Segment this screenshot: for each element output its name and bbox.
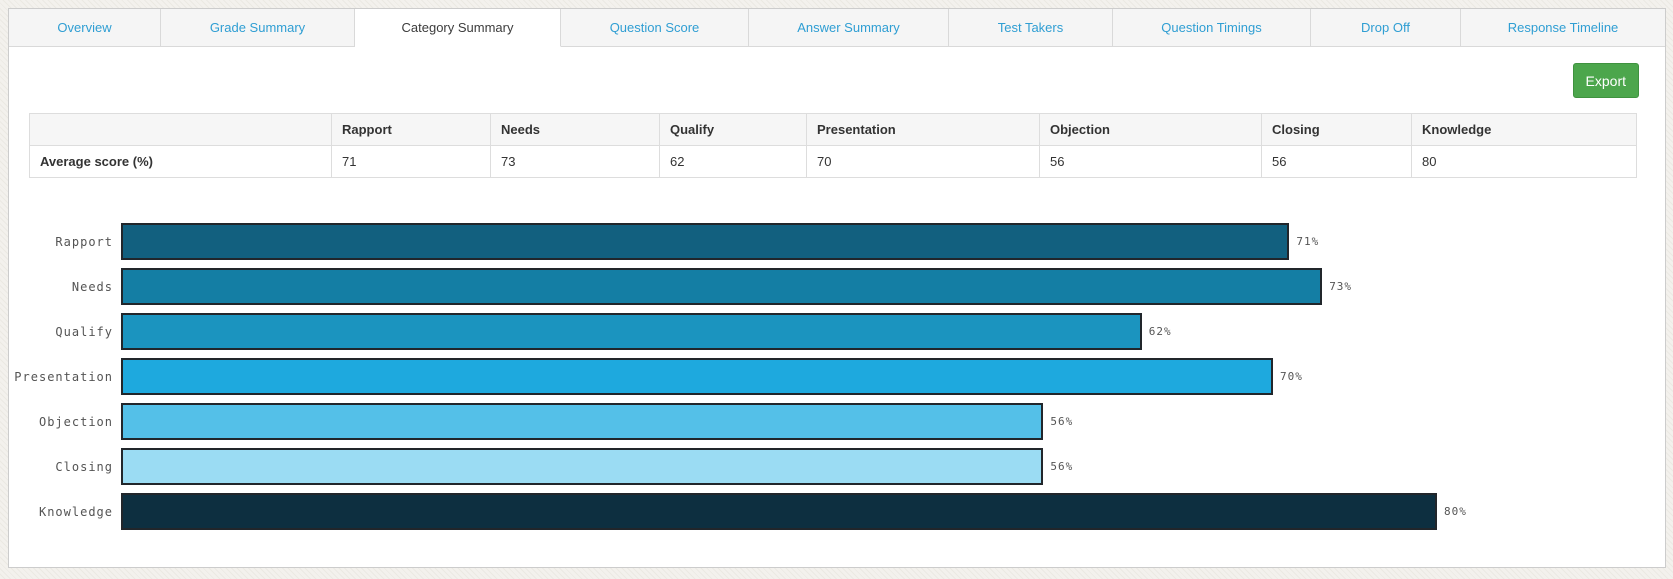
- chart-row-objection: Objection 56%: [9, 399, 1665, 444]
- tab-bar: Overview Grade Summary Category Summary …: [9, 9, 1665, 47]
- cell-rapport: 71: [331, 145, 491, 178]
- tab-drop-off[interactable]: Drop Off: [1311, 9, 1461, 47]
- column-header-qualify: Qualify: [659, 113, 807, 146]
- chart-plot-area: 80%: [121, 493, 1665, 530]
- chart-plot-area: 73%: [121, 268, 1665, 305]
- table-row: Average score (%) 71 73 62 70 56 56 80: [29, 145, 1637, 178]
- chart-plot-area: 56%: [121, 403, 1665, 440]
- chart-value-label-knowledge: 80%: [1444, 505, 1467, 518]
- column-header-objection: Objection: [1039, 113, 1262, 146]
- tab-answer-summary[interactable]: Answer Summary: [749, 9, 949, 47]
- chart-plot-area: 62%: [121, 313, 1665, 350]
- table-header-row: Rapport Needs Qualify Presentation Objec…: [29, 113, 1637, 146]
- chart-category-label-rapport: Rapport: [55, 234, 113, 249]
- chart-value-label-presentation: 70%: [1280, 370, 1303, 383]
- tab-category-summary[interactable]: Category Summary: [355, 9, 561, 47]
- export-button[interactable]: Export: [1572, 63, 1639, 98]
- chart-bar-presentation: [121, 358, 1273, 395]
- chart-value-label-qualify: 62%: [1148, 325, 1172, 338]
- chart-plot-area: 71%: [121, 223, 1665, 260]
- chart-category-label-knowledge: Knowledge: [38, 504, 113, 519]
- chart-row-closing: Closing 56%: [9, 444, 1665, 489]
- cell-knowledge: 80: [1411, 145, 1637, 178]
- chart-bar-needs: [121, 268, 1323, 305]
- chart-category-label-objection: Objection: [38, 414, 113, 429]
- column-header-needs: Needs: [490, 113, 660, 146]
- row-header-average-score: Average score (%): [29, 145, 332, 178]
- cell-closing: 56: [1261, 145, 1412, 178]
- tab-question-score[interactable]: Question Score: [561, 9, 749, 47]
- chart-value-label-needs: 73%: [1329, 280, 1353, 293]
- chart-bar-qualify: [121, 313, 1142, 350]
- column-header-knowledge: Knowledge: [1411, 113, 1637, 146]
- chart-category-label-presentation: Presentation: [14, 369, 113, 384]
- report-panel: Overview Grade Summary Category Summary …: [8, 8, 1666, 568]
- cell-needs: 73: [490, 145, 660, 178]
- column-header-presentation: Presentation: [806, 113, 1040, 146]
- chart-value-label-rapport: 71%: [1296, 235, 1320, 248]
- chart-bar-objection: [121, 403, 1044, 440]
- tab-test-takers[interactable]: Test Takers: [949, 9, 1113, 47]
- category-bar-chart: Rapport 71% Needs 73% Qualify 62% Presentation…: [9, 219, 1665, 534]
- cell-qualify: 62: [659, 145, 807, 178]
- chart-bar-rapport: [121, 223, 1290, 260]
- chart-plot-area: 56%: [121, 448, 1665, 485]
- tab-overview[interactable]: Overview: [9, 9, 161, 47]
- cell-objection: 56: [1039, 145, 1262, 178]
- chart-bar-knowledge: [121, 493, 1437, 530]
- column-header-closing: Closing: [1261, 113, 1412, 146]
- table-corner-cell: [29, 113, 332, 146]
- column-header-rapport: Rapport: [331, 113, 491, 146]
- tab-grade-summary[interactable]: Grade Summary: [161, 9, 355, 47]
- chart-row-knowledge: Knowledge 80%: [9, 489, 1665, 534]
- tab-question-timings[interactable]: Question Timings: [1113, 9, 1311, 47]
- chart-bar-closing: [121, 448, 1044, 485]
- chart-row-rapport: Rapport 71%: [9, 219, 1665, 264]
- chart-value-label-objection: 56%: [1050, 415, 1074, 428]
- chart-value-label-closing: 56%: [1050, 460, 1074, 473]
- category-summary-table: Rapport Needs Qualify Presentation Objec…: [29, 113, 1637, 178]
- chart-row-presentation: Presentation 70%: [9, 354, 1665, 399]
- chart-row-qualify: Qualify 62%: [9, 309, 1665, 354]
- tab-response-timeline[interactable]: Response Timeline: [1461, 9, 1665, 47]
- chart-plot-area: 70%: [121, 358, 1665, 395]
- chart-category-label-closing: Closing: [55, 459, 113, 474]
- chart-category-label-qualify: Qualify: [55, 324, 113, 339]
- cell-presentation: 70: [806, 145, 1040, 178]
- chart-row-needs: Needs 73%: [9, 264, 1665, 309]
- chart-category-label-needs: Needs: [71, 279, 113, 294]
